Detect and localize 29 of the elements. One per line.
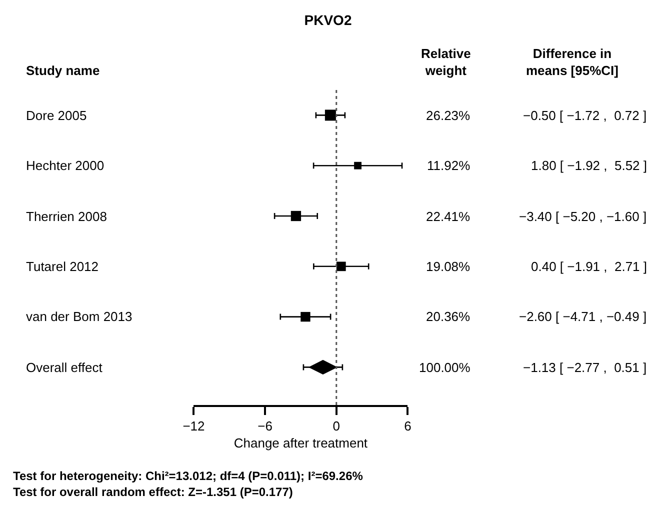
chart-title: PKVO2 bbox=[304, 12, 352, 28]
text: 100.00% bbox=[419, 360, 471, 375]
y-tick-label: Hechter 2000 bbox=[26, 158, 104, 173]
text: 20.36% bbox=[426, 309, 471, 324]
text: Test for heterogeneity: Chi²=13.012; df=4 (P=0.011); I²=69.26% bbox=[13, 469, 364, 483]
text: −3.40 [ −5.20 , −1.60 ] bbox=[519, 209, 647, 224]
y-tick-label: Dore 2005 bbox=[26, 108, 87, 123]
text: Relative weight bbox=[421, 46, 471, 78]
text: 26.23% bbox=[426, 108, 471, 123]
text: 22.41% bbox=[426, 209, 471, 224]
x-tick-label: −6 bbox=[258, 418, 272, 434]
x-axis-title: Change after treatment bbox=[234, 435, 368, 450]
text: −2.60 [ −4.71 , −0.49 ] bbox=[519, 309, 647, 324]
text: −1.13 [ −2.77 , 0.51 ] bbox=[523, 360, 647, 375]
text: 0.40 [ −1.91 , 2.71 ] bbox=[531, 259, 648, 274]
text: Difference in means [95%CI] bbox=[526, 46, 618, 78]
text: 1.80 [ −1.92 , 5.52 ] bbox=[531, 158, 648, 173]
y-tick-label: van der Bom 2013 bbox=[26, 309, 132, 324]
x-tick-label: 6 bbox=[404, 418, 412, 434]
y-tick-label: Tutarel 2012 bbox=[26, 259, 99, 274]
x-tick-label: −12 bbox=[182, 418, 205, 434]
y-tick-label: Overall effect bbox=[26, 360, 103, 375]
y-tick-label: Therrien 2008 bbox=[26, 209, 107, 224]
x-tick-label: 0 bbox=[332, 418, 340, 434]
text: Study name bbox=[26, 63, 100, 78]
text: Test for overall random effect: Z=-1.351 (P=0.177) bbox=[13, 485, 293, 499]
text: −0.50 [ −1.72 , 0.72 ] bbox=[523, 108, 647, 123]
text: 19.08% bbox=[426, 259, 471, 274]
text: 11.92% bbox=[427, 158, 471, 173]
